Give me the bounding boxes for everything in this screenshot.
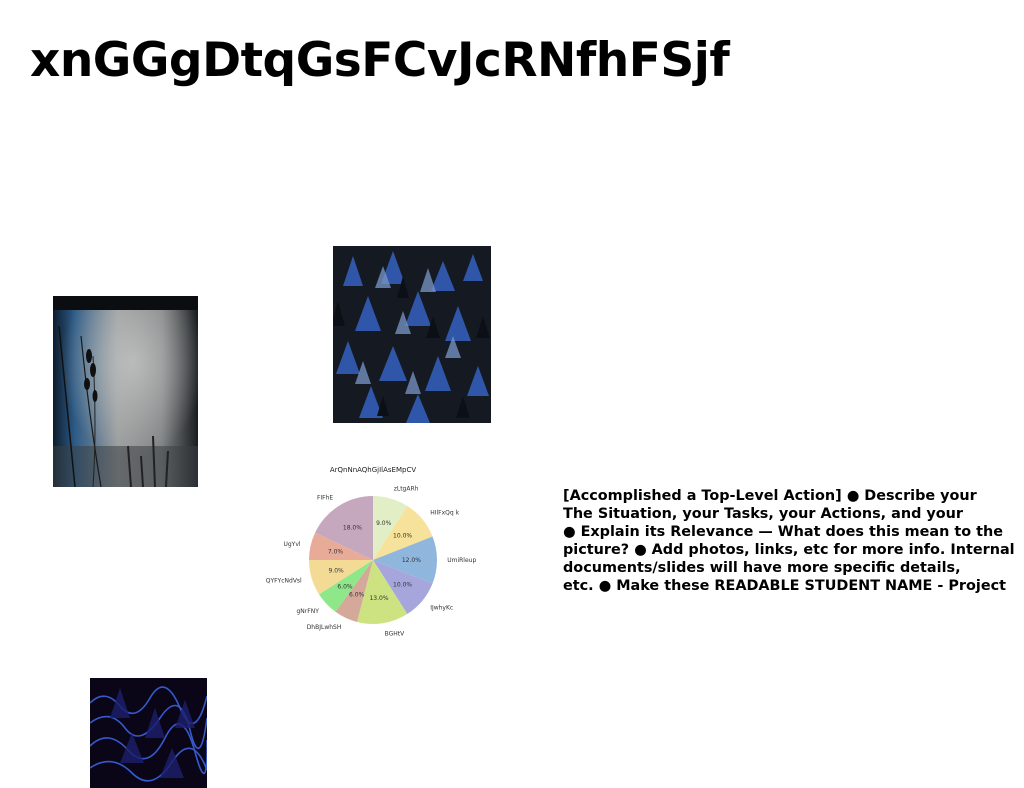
- grass-photo: [53, 296, 198, 487]
- pie-slice: [318, 560, 373, 612]
- pie-percent-label: 9.0%: [376, 520, 392, 527]
- slide-title: xnGGgDtqGsFCvJcRNfhFSjf: [30, 33, 730, 88]
- forest-photo: [333, 246, 491, 423]
- pie-percent-label: 12.0%: [402, 557, 421, 564]
- pie-slice: [315, 496, 373, 560]
- pie-percent-label: 7.0%: [328, 549, 344, 556]
- pie-percent-label: 10.0%: [393, 581, 412, 588]
- pie-slice: [373, 496, 408, 560]
- pie-slice-label: HIlFxQq k: [430, 510, 459, 517]
- pie-slice: [373, 505, 433, 560]
- pie-slice-label: FIFhE: [317, 494, 333, 501]
- pie-slice: [309, 532, 373, 560]
- pie-slice: [373, 560, 433, 615]
- pie-slice-label: BGHtV: [385, 630, 406, 637]
- chart-title: ArQnNnAQhGjIlAsEMpCV: [330, 466, 417, 474]
- pie-slice: [309, 560, 373, 595]
- pie-percent-label: 6.0%: [337, 583, 353, 590]
- pie-slice-label: QYFYcNdVsl: [266, 578, 302, 585]
- pie-slice-label: zLtgARh: [394, 486, 419, 493]
- pie-slice-label: gNrFNY: [297, 608, 320, 615]
- pie-percent-label: 9.0%: [328, 568, 344, 575]
- waves-photo: [90, 678, 207, 788]
- pie-slice-label: IJwhyKc: [430, 604, 453, 611]
- pie-percent-label: 6.0%: [349, 592, 365, 599]
- pie-slice-label: DhBJLwhSH: [307, 624, 342, 631]
- pie-percent-label: 10.0%: [393, 533, 412, 540]
- pie-percent-label: 13.0%: [369, 595, 388, 602]
- pie-slice-label: UgYvl: [283, 541, 300, 548]
- pie-slice: [373, 536, 437, 584]
- pie-chart: ArQnNnAQhGjIlAsEMpCV 9.0%10.0%12.0%10.0%…: [266, 466, 476, 637]
- pie-slice: [357, 560, 408, 624]
- pie-percent-label: 18.0%: [343, 525, 362, 532]
- body-text: [Accomplished a Top-Level Action] ● Desc…: [563, 488, 1015, 594]
- pie-slice-label: UmiRleup: [447, 557, 476, 564]
- pie-slice: [335, 560, 373, 622]
